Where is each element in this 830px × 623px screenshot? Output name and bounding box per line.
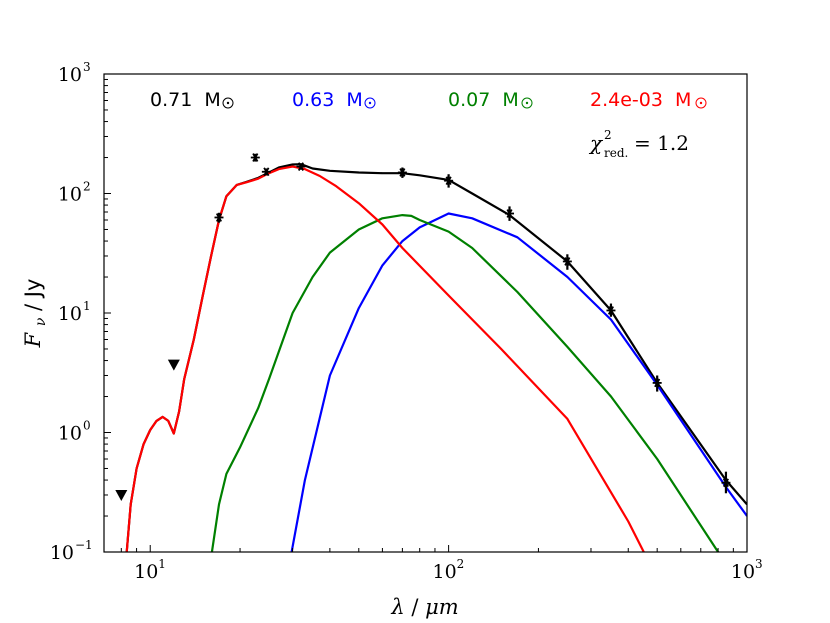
marker-stroke <box>297 162 304 171</box>
sun-dot-icon <box>368 101 372 105</box>
marker-stroke <box>506 209 513 218</box>
upper-limit-marker <box>167 359 180 371</box>
mass-unit: M <box>204 89 220 111</box>
observation-point <box>505 206 515 221</box>
observation-point <box>562 254 572 270</box>
x-axis-unit: μm <box>425 595 459 619</box>
mass-annotation-blue: 0.63 M <box>292 89 376 111</box>
y-tick-label: 10 <box>58 423 82 445</box>
sun-dot-icon <box>525 101 529 105</box>
chi2-sup: 2 <box>604 128 612 142</box>
mass-annotation-total: 0.71 M <box>150 89 234 111</box>
series-line-3 <box>125 165 645 552</box>
sun-symbol-icon <box>695 97 707 109</box>
y-tick-label: 10 <box>58 184 82 206</box>
chi2-label: χ 2 red. = 1.2 <box>588 128 689 160</box>
svg-text:= 1.2: = 1.2 <box>634 131 689 155</box>
mass-unit: M <box>502 89 518 111</box>
series-layer <box>125 163 747 552</box>
chi2-equals: = <box>634 131 657 155</box>
marker-stroke <box>722 478 729 488</box>
x-tick-label: 10 <box>134 561 158 583</box>
y-tick-label: 10 <box>58 64 82 86</box>
tick-layer: 10 1 10 2 10 310 −110 010 110 210 3 <box>50 60 763 583</box>
observations-layer <box>115 153 731 501</box>
sun-symbol-icon <box>222 97 234 109</box>
marker-stroke <box>564 257 571 266</box>
mass-value: 0.63 <box>292 89 334 111</box>
observation-point <box>261 167 271 177</box>
observation-point <box>606 303 616 317</box>
mass-value: 0.71 <box>150 89 192 111</box>
x-tick-exponent: 2 <box>457 557 465 571</box>
marker-stroke <box>654 378 661 388</box>
sun-dot-icon <box>699 101 703 105</box>
marker-stroke <box>399 168 406 177</box>
observation-point <box>250 153 260 162</box>
y-tick-exponent: 3 <box>83 60 91 74</box>
upper-limit-marker <box>115 489 128 501</box>
sun-symbol-icon <box>364 97 376 109</box>
svg-text:0.71 M: 0.71 M <box>150 89 221 111</box>
y-tick-exponent: 2 <box>83 180 91 194</box>
y-axis-unit: Jy <box>21 279 45 300</box>
observation-point <box>296 162 306 171</box>
marker-stroke <box>215 213 223 222</box>
y-tick-label: 10 <box>50 542 74 564</box>
chi2-value: 1.2 <box>657 131 689 155</box>
sun-dot-icon <box>226 101 230 105</box>
x-axis-sep: / <box>411 595 425 619</box>
mass-annotation-green: 0.07 M <box>448 89 533 111</box>
x-tick-label: 10 <box>433 561 457 583</box>
series-line-1 <box>290 212 747 552</box>
x-tick-label: 10 <box>731 561 755 583</box>
y-tick-exponent: 0 <box>83 419 91 433</box>
marker-stroke <box>607 306 614 315</box>
mass-unit: M <box>346 89 362 111</box>
y-axis-label: F ν / Jy <box>21 279 50 349</box>
y-tick-exponent: 1 <box>83 299 91 313</box>
x-axis-symbol: λ <box>390 595 404 619</box>
marker-stroke <box>263 167 270 177</box>
x-axis-label: λ / μm <box>390 595 458 619</box>
y-tick-label: 10 <box>58 303 82 325</box>
marker-stroke <box>445 176 452 186</box>
series-line-2 <box>210 214 720 552</box>
mass-annotation-red: 2.4e-03 M <box>590 89 707 111</box>
y-axis-sep: / <box>21 297 45 311</box>
x-tick-exponent: 1 <box>158 557 166 571</box>
chi2-sub: red. <box>604 146 628 160</box>
mass-value: 0.07 <box>448 89 490 111</box>
marker-stroke <box>252 153 259 162</box>
x-tick-exponent: 3 <box>755 557 763 571</box>
observation-point <box>652 375 662 392</box>
sun-symbol-icon <box>521 97 533 109</box>
observation-point <box>444 174 454 188</box>
observation-point <box>397 167 407 178</box>
mass-value: 2.4e-03 <box>590 89 663 111</box>
svg-text:2.4e-03 M: 2.4e-03 M <box>590 89 691 111</box>
y-axis-symbol: F <box>21 331 45 348</box>
y-tick-exponent: −1 <box>75 538 93 552</box>
svg-text:0.63 M: 0.63 M <box>292 89 363 111</box>
chi2-symbol: χ <box>588 131 604 155</box>
observation-point <box>721 471 731 494</box>
svg-text:0.07 M: 0.07 M <box>448 89 519 111</box>
observation-point <box>214 212 224 223</box>
y-axis-sub: ν <box>33 317 49 326</box>
mass-unit: M <box>675 89 691 111</box>
